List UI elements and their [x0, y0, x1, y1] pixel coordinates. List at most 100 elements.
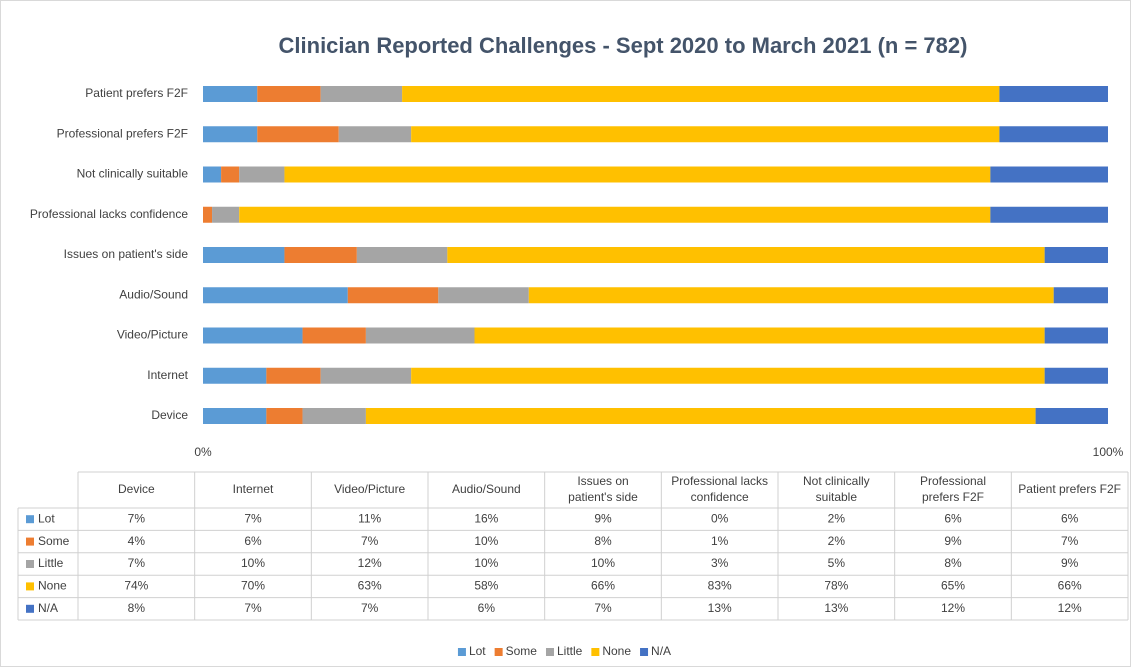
table-cell: 58%	[474, 579, 498, 593]
bar-segment	[338, 126, 412, 143]
y-tick-label: Device	[151, 408, 188, 422]
table-legend-key	[26, 604, 34, 613]
bar-segment	[203, 126, 258, 143]
bar-segment	[999, 86, 1108, 102]
bar-segment	[212, 206, 240, 223]
table-cell: 6%	[944, 511, 962, 525]
table-cell: 7%	[361, 601, 379, 615]
bar-segment	[203, 247, 285, 263]
y-tick-label: Internet	[147, 368, 188, 382]
bar-segment	[284, 247, 357, 263]
bar-segment	[302, 327, 366, 344]
table-cell: 7%	[128, 511, 146, 525]
table-cell: 74%	[124, 579, 148, 593]
table-cell: 10%	[474, 556, 498, 570]
y-tick-label: Professional lacks confidence	[30, 207, 188, 221]
table-cell: 7%	[244, 511, 262, 525]
table-legend-key	[26, 582, 34, 591]
table-cell: 13%	[824, 601, 848, 615]
bar-segment	[302, 408, 366, 424]
table-header: Not clinically suitable	[803, 474, 870, 504]
table-cell: 9%	[944, 534, 962, 548]
legend-label: Some	[506, 644, 538, 658]
table-cell: 11%	[358, 511, 381, 525]
bar-segment	[347, 287, 439, 304]
bar-segment	[320, 367, 412, 384]
bar-segment	[411, 367, 1045, 384]
legend-key	[640, 648, 649, 656]
legend-label: None	[602, 644, 631, 658]
x-tick-label: 0%	[194, 445, 212, 459]
x-tick-label: 100%	[1093, 445, 1124, 459]
table-cell: 10%	[591, 556, 615, 570]
bar-segment	[239, 206, 991, 223]
bar-segment	[474, 327, 1045, 344]
bar-segment	[203, 166, 222, 183]
bar-segment	[320, 86, 403, 102]
table-cell: 7%	[361, 534, 379, 548]
table-cell: 16%	[474, 511, 498, 525]
table-cell: 9%	[1061, 556, 1079, 570]
table-cell: 4%	[128, 534, 146, 548]
table-cell: 12%	[358, 556, 382, 570]
bar-segment	[356, 247, 448, 263]
table-cell: 2%	[828, 511, 846, 525]
legend-key	[545, 648, 554, 656]
bar-segment	[203, 327, 303, 344]
table-cell: 70%	[241, 579, 265, 593]
table-header: Issues on patient's side	[568, 474, 638, 504]
bar-segment	[257, 126, 339, 143]
table-legend-key	[26, 537, 34, 546]
bar-segment	[990, 206, 1108, 223]
table-legend-key	[26, 515, 34, 524]
table-cell: 66%	[591, 579, 615, 593]
table-cell: 7%	[1061, 534, 1079, 548]
bar-segment	[365, 408, 1036, 424]
table-header: Professional prefers F2F	[920, 474, 986, 504]
bar-segment	[203, 408, 267, 424]
bar-segment	[203, 367, 267, 384]
bar-segment	[438, 287, 529, 304]
table-cell: 1%	[711, 534, 729, 548]
bar-segment	[257, 86, 321, 102]
y-tick-label: Professional prefers F2F	[57, 126, 188, 140]
y-tick-label: Not clinically suitable	[77, 167, 189, 181]
bar-segment	[411, 126, 1000, 143]
table-cell: 7%	[244, 601, 262, 615]
legend-key	[457, 648, 466, 656]
table-row-label: Little	[38, 556, 64, 570]
y-tick-label: Audio/Sound	[119, 287, 188, 301]
bar-segment	[284, 166, 991, 183]
bar-segment	[203, 287, 348, 304]
table-cell: 78%	[824, 579, 848, 593]
bar-segment	[1035, 408, 1108, 424]
table-cell: 10%	[474, 534, 498, 548]
y-tick-label: Patient prefers F2F	[85, 86, 188, 100]
legend-label: N/A	[651, 644, 671, 658]
table-cell: 5%	[828, 556, 846, 570]
table-cell: 3%	[711, 556, 729, 570]
bar-segment	[447, 247, 1045, 263]
table-header: Video/Picture	[334, 482, 405, 496]
chart-title: Clinician Reported Challenges - Sept 202…	[279, 33, 968, 58]
table-cell: 12%	[941, 601, 965, 615]
table-header: Device	[118, 482, 155, 496]
table-cell: 66%	[1058, 579, 1082, 593]
y-tick-label: Video/Picture	[117, 328, 188, 342]
table-header: Patient prefers F2F	[1018, 482, 1121, 496]
table-cell: 13%	[708, 601, 732, 615]
table-cell: 7%	[128, 556, 146, 570]
bar-segment	[203, 206, 213, 223]
table-cell: 8%	[944, 556, 962, 570]
bar-segment	[365, 327, 475, 344]
table-cell: 8%	[128, 601, 146, 615]
bar-segment	[1044, 247, 1108, 263]
bar-segment	[528, 287, 1054, 304]
bar-segment	[999, 126, 1108, 143]
bar-segment	[203, 86, 258, 102]
bar-segment	[1044, 367, 1108, 384]
legend-key	[494, 648, 503, 656]
table-cell: 7%	[594, 601, 612, 615]
table-header: Audio/Sound	[452, 482, 521, 496]
